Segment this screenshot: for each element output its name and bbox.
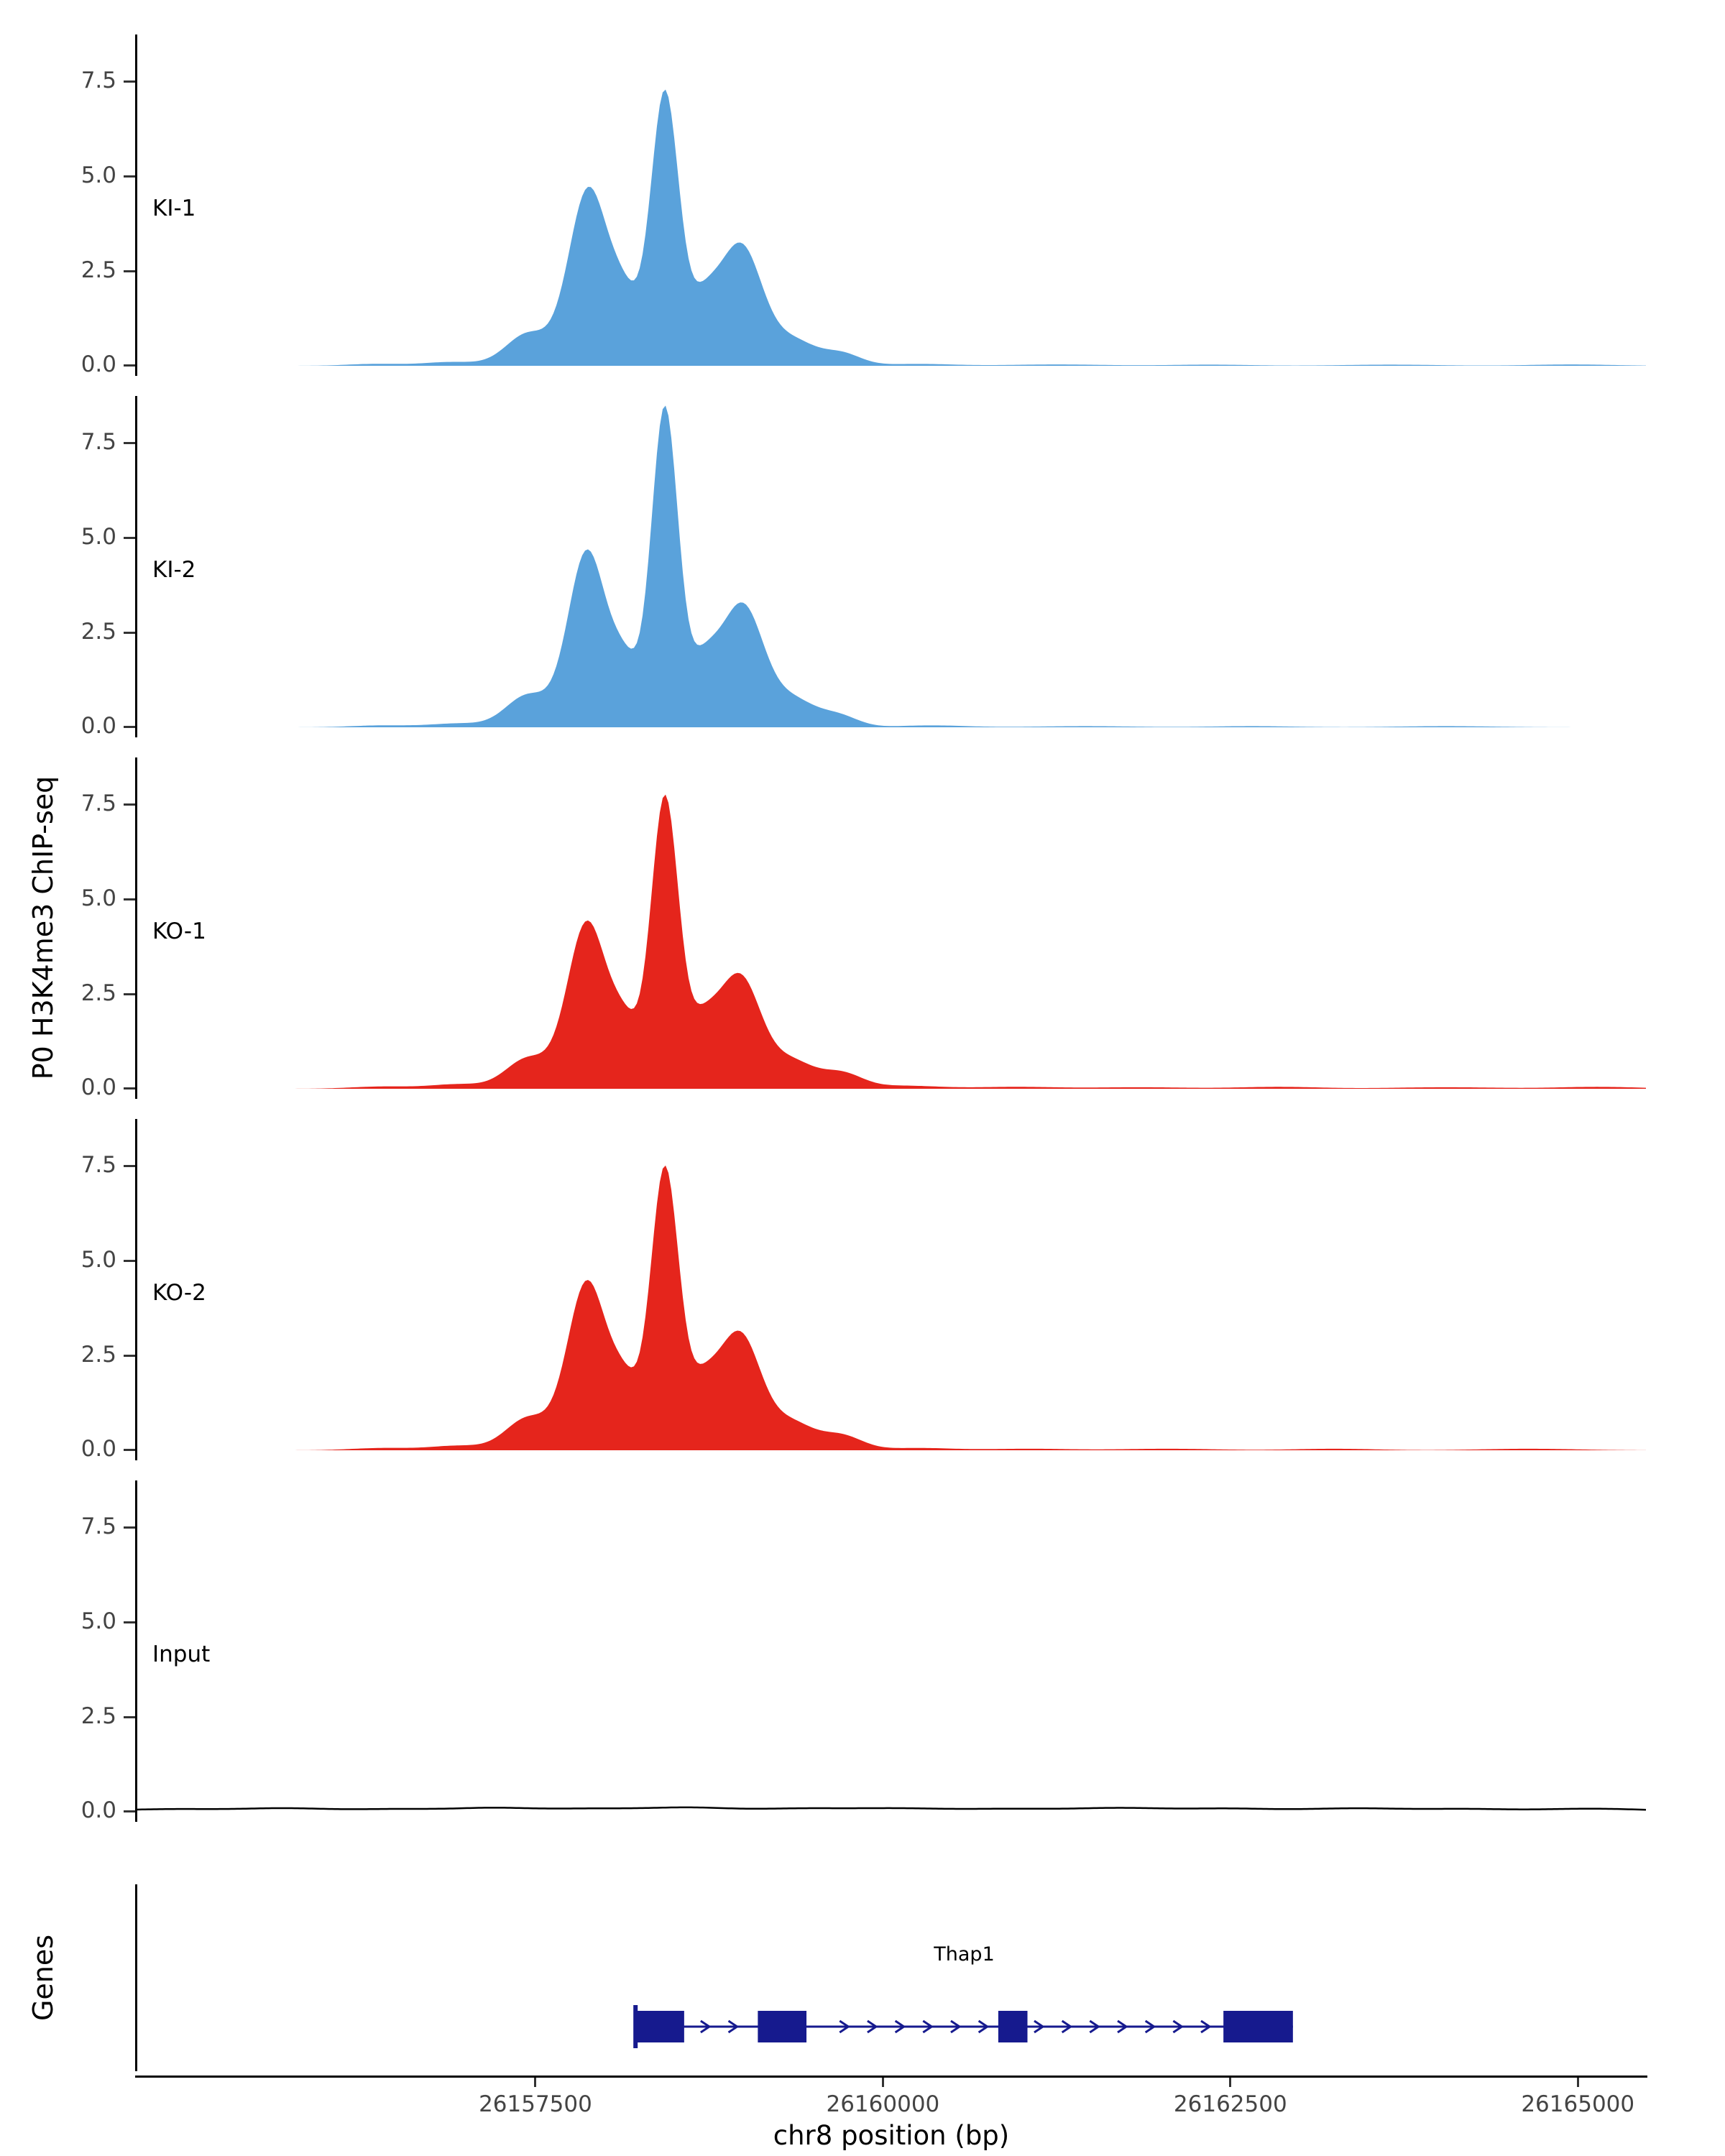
y-tick-mark — [124, 803, 135, 806]
y-tick-label: 0.0 — [80, 1436, 116, 1462]
y-tick-label: 0.0 — [80, 1797, 116, 1823]
gene-name-label: Thap1 — [934, 1943, 995, 1966]
coverage-curve — [137, 1165, 1646, 1450]
x-tick-mark — [1576, 2078, 1579, 2087]
coverage-curve — [137, 405, 1646, 727]
track-label: KO-1 — [152, 918, 206, 944]
coverage-track-svg — [136, 1806, 1647, 1811]
y-tick-mark — [124, 175, 135, 178]
track-facet-ko-2: 7.5 5.0 2.5 0.0 KO-2 — [0, 1119, 1725, 1462]
track-label: Input — [152, 1641, 211, 1667]
y-tick-mark — [124, 80, 135, 83]
y-tick-label: 5.0 — [80, 524, 116, 550]
coverage-curve — [136, 1806, 1647, 1811]
y-tick-label: 0.0 — [80, 713, 116, 739]
y-axis-line — [135, 1480, 137, 1822]
y-tick-label: 2.5 — [80, 1703, 116, 1729]
y-tick-label: 7.5 — [80, 1152, 116, 1178]
y-tick-label: 5.0 — [80, 1247, 116, 1273]
y-tick-mark — [124, 1449, 135, 1451]
y-tick-mark — [124, 1260, 135, 1262]
y-axis-line — [135, 1119, 137, 1460]
y-tick-label: 5.0 — [80, 1608, 116, 1634]
y-tick-mark — [124, 632, 135, 634]
y-tick-mark — [124, 1355, 135, 1357]
x-tick-label: 26165000 — [1521, 2091, 1635, 2117]
y-tick-mark — [124, 537, 135, 539]
y-tick-label: 2.5 — [80, 257, 116, 283]
x-axis-line — [135, 2076, 1647, 2078]
y-tick-label: 5.0 — [80, 162, 116, 188]
y-tick-mark — [124, 270, 135, 272]
x-axis-title: chr8 position (bp) — [773, 2120, 1010, 2151]
x-tick-label: 26157500 — [479, 2091, 592, 2117]
y-tick-label: 7.5 — [80, 429, 116, 455]
gene-model-svg — [633, 2005, 1293, 2048]
y-axis-line — [135, 396, 137, 737]
track-facet-input: 7.5 5.0 2.5 0.0 Input — [0, 1480, 1725, 1823]
genes-facet: Thap1 — [0, 1884, 1725, 2071]
y-axis-line — [135, 34, 137, 376]
y-tick-mark — [124, 1165, 135, 1167]
track-label: KO-2 — [152, 1280, 206, 1306]
x-tick-mark — [881, 2078, 884, 2087]
x-tick-label: 26162500 — [1173, 2091, 1287, 2117]
y-tick-mark — [124, 1716, 135, 1718]
y-tick-label: 7.5 — [80, 1514, 116, 1539]
y-tick-mark — [124, 993, 135, 995]
coverage-track-svg — [137, 1165, 1646, 1450]
y-tick-label: 2.5 — [80, 980, 116, 1006]
y-tick-label: 2.5 — [80, 1342, 116, 1368]
y-tick-mark — [124, 726, 135, 728]
track-facet-ki-1: 7.5 5.0 2.5 0.0 KI-1 — [0, 34, 1725, 377]
y-tick-label: 0.0 — [80, 1074, 116, 1100]
y-tick-mark — [124, 364, 135, 367]
y-tick-label: 0.0 — [80, 351, 116, 377]
genes-y-axis-line — [135, 1884, 137, 2071]
y-tick-mark — [124, 1621, 135, 1623]
y-tick-mark — [124, 898, 135, 900]
coverage-curve — [137, 89, 1646, 367]
y-tick-label: 7.5 — [80, 791, 116, 816]
track-facet-ko-1: 7.5 5.0 2.5 0.0 KO-1 — [0, 757, 1725, 1100]
y-axis-line — [135, 757, 137, 1099]
coverage-curve — [137, 794, 1646, 1089]
y-tick-mark — [124, 1526, 135, 1529]
track-label: KI-2 — [152, 557, 196, 583]
x-tick-mark — [1229, 2078, 1232, 2087]
y-tick-mark — [124, 442, 135, 444]
coverage-track-svg — [137, 405, 1646, 727]
y-tick-mark — [124, 1810, 135, 1812]
y-tick-mark — [124, 1087, 135, 1089]
gene-model — [633, 2005, 1293, 2048]
x-tick-mark — [534, 2078, 537, 2087]
x-tick-label: 26160000 — [826, 2091, 940, 2117]
coverage-track-svg — [137, 794, 1646, 1089]
track-facet-ki-2: 7.5 5.0 2.5 0.0 KI-2 — [0, 396, 1725, 739]
y-tick-label: 2.5 — [80, 619, 116, 645]
track-label: KI-1 — [152, 195, 196, 221]
y-tick-label: 7.5 — [80, 68, 116, 93]
coverage-track-svg — [137, 89, 1646, 367]
y-tick-label: 5.0 — [80, 885, 116, 911]
